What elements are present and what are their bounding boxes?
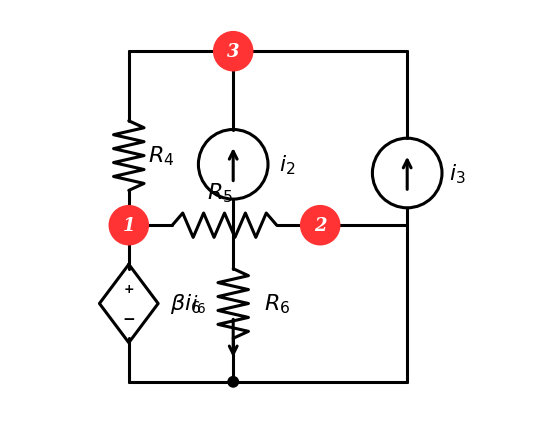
Text: 2: 2: [314, 217, 326, 235]
Circle shape: [214, 33, 253, 72]
Text: $R_4$: $R_4$: [148, 145, 175, 168]
Text: 3: 3: [227, 43, 240, 61]
Text: $i_2$: $i_2$: [279, 153, 296, 177]
Circle shape: [228, 377, 239, 387]
Text: 1: 1: [123, 217, 135, 235]
Text: +: +: [123, 282, 134, 295]
Circle shape: [109, 206, 148, 245]
Text: −: −: [122, 312, 135, 326]
Text: $R_6$: $R_6$: [264, 292, 290, 316]
Text: $\beta i_6$: $\beta i_6$: [170, 292, 201, 316]
Text: $i_3$: $i_3$: [449, 162, 466, 185]
Circle shape: [301, 206, 340, 245]
Text: $R_5$: $R_5$: [207, 181, 233, 205]
Text: $i_6$: $i_6$: [191, 293, 206, 315]
Circle shape: [228, 47, 239, 57]
